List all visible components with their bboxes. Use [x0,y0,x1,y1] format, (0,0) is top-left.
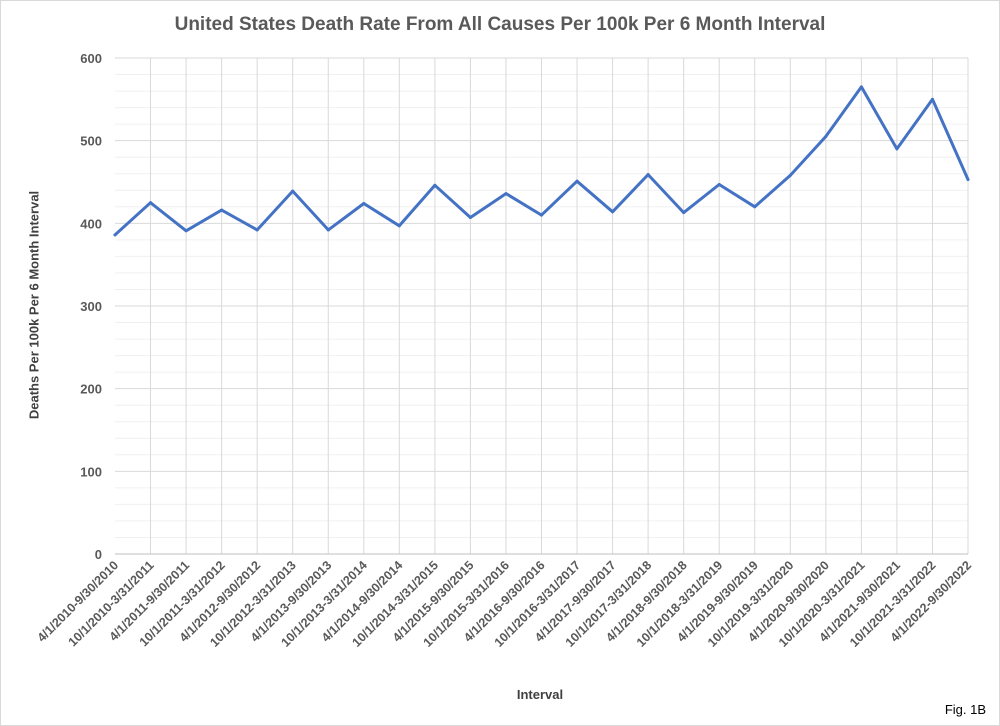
data-point [895,147,899,151]
data-point [753,205,757,209]
data-point [255,228,259,232]
y-tick-label: 100 [80,464,102,479]
data-point [220,208,224,212]
y-tick-label: 500 [80,134,102,149]
data-point [859,85,863,89]
data-point [291,189,295,193]
data-point [646,173,650,177]
y-tick-label: 600 [80,51,102,66]
y-tick-label: 200 [80,382,102,397]
data-point [966,178,970,182]
x-axis-title: Interval [516,687,564,702]
figure-label: Fig. 1B [944,702,986,717]
y-tick-label: 400 [80,216,102,231]
data-point [113,233,117,237]
data-point [930,97,934,101]
data-point [468,216,472,220]
chart-title: United States Death Rate From All Causes… [174,14,826,35]
data-point [504,192,508,196]
data-point [184,229,188,233]
data-point [326,228,330,232]
data-point [824,135,828,139]
data-point [149,201,153,205]
data-point [788,173,792,177]
data-point [433,183,437,187]
data-point [682,211,686,215]
y-tick-label: 300 [80,299,102,314]
data-point [362,201,366,205]
data-point [540,213,543,217]
data-point [611,210,615,214]
data-point [717,182,721,186]
y-tick-label: 0 [95,547,102,562]
data-point [575,179,579,183]
data-point [397,224,401,228]
